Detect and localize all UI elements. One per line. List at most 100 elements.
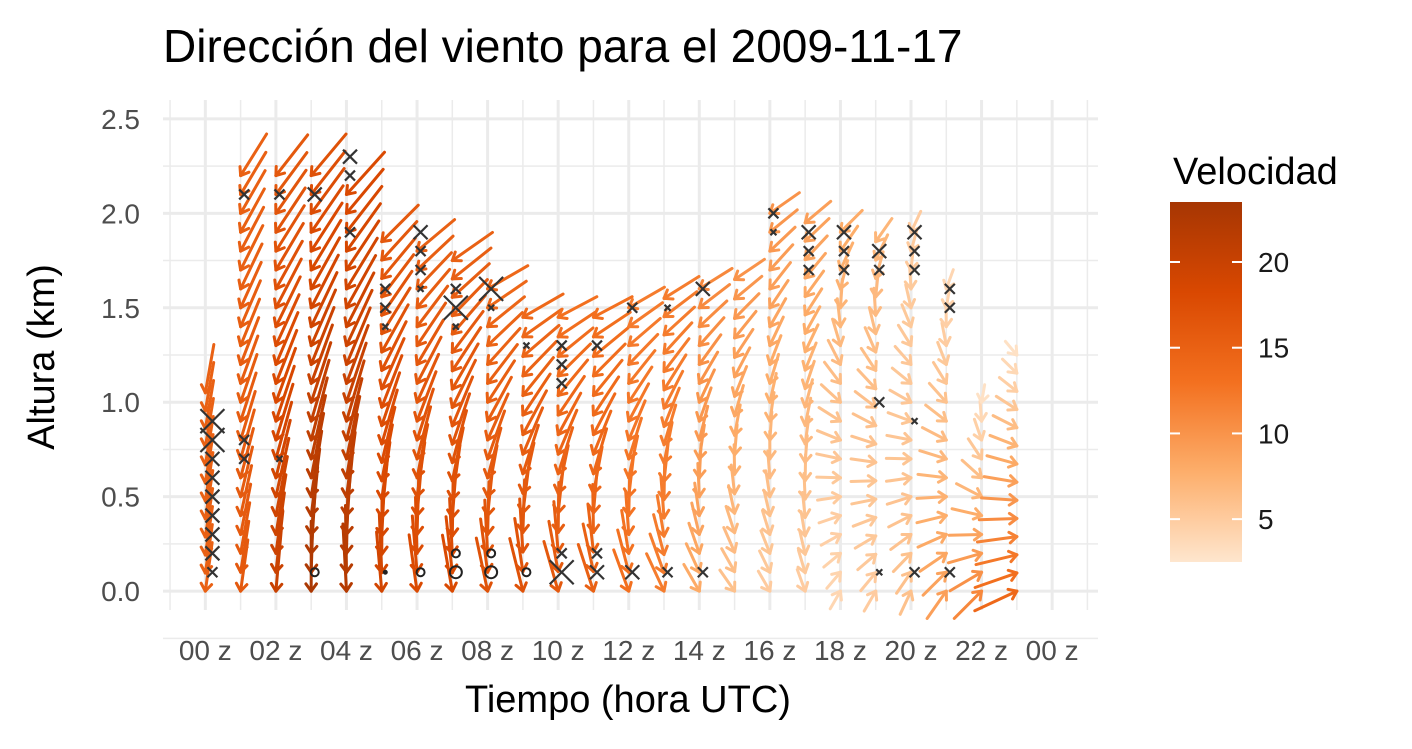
wind-arrow-head (837, 391, 842, 404)
wind-arrow-shaft (997, 376, 1019, 393)
wind-arrow (344, 236, 379, 291)
x-marker-stroke (836, 224, 852, 241)
wind-arrow (305, 411, 326, 480)
wind-arrow-shaft (274, 186, 307, 234)
wind-arrow-head (380, 274, 392, 280)
wind-arrow-head (829, 551, 842, 556)
wind-arrow (306, 394, 327, 461)
wind-arrow-head (344, 432, 355, 442)
wind-arrow-head (591, 429, 604, 437)
wind-arrow (849, 454, 878, 469)
wind-arrow-shaft (380, 371, 402, 428)
x-marker (199, 408, 226, 434)
x-marker-stroke (204, 469, 221, 486)
wind-arrow-shaft (627, 416, 643, 461)
wind-arrow-head (450, 348, 463, 354)
wind-arrow-shaft (521, 323, 561, 358)
wind-arrow-shaft (974, 553, 1019, 567)
wind-arrow-shaft (274, 418, 292, 480)
wind-arrow-head (697, 450, 708, 461)
wind-arrow-head (450, 455, 461, 465)
wind-arrow-shaft (309, 411, 326, 480)
wind-arrow-head (239, 320, 250, 329)
wind-arrow (661, 369, 685, 410)
wind-arrow-head (415, 470, 426, 480)
wind-arrow-shaft (380, 405, 397, 464)
wind-arrow (376, 423, 394, 483)
wind-arrow (343, 271, 376, 329)
wind-arrow-head (831, 470, 842, 480)
wind-arrow (767, 297, 788, 329)
wind-arrow-head (591, 447, 603, 456)
wind-arrow-head (415, 507, 425, 518)
wind-arrow-head (415, 414, 427, 423)
wind-arrow (626, 365, 654, 404)
wind-arrow (272, 311, 300, 366)
wind-arrow (851, 412, 878, 429)
wind-arrow-head (591, 372, 604, 378)
wind-arrow (376, 405, 397, 464)
wind-arrow-head (415, 304, 428, 310)
x-marker-stroke (944, 283, 956, 295)
wind-arrow (886, 411, 913, 426)
wind-arrow (732, 327, 755, 359)
x-tick-label: 06 z (391, 635, 444, 666)
wind-arrow-shaft (627, 316, 662, 348)
wind-arrow-head (521, 542, 530, 554)
wind-arrow-head (978, 467, 984, 480)
wind-arrow-shaft (591, 295, 634, 319)
wind-arrow-shaft (662, 275, 701, 300)
wind-arrow (950, 507, 984, 521)
wind-arrow (447, 426, 465, 483)
wind-arrow-head (274, 564, 284, 574)
wind-arrow-shaft (344, 219, 381, 272)
wind-arrow-head (486, 525, 495, 536)
wind-arrow-shaft (239, 242, 264, 291)
wind-arrow-head (380, 491, 390, 501)
x-marker (944, 566, 956, 579)
o-marker (415, 567, 426, 578)
wind-arrow-head (380, 473, 390, 483)
wind-arrow-head (768, 505, 775, 518)
wind-arrow-shaft (274, 491, 286, 555)
wind-arrow-shaft (862, 589, 878, 613)
wind-arrow (556, 342, 592, 378)
wind-arrow (341, 395, 362, 461)
wind-arrow-shaft (239, 501, 252, 555)
o-marker (486, 548, 497, 559)
x-marker (624, 564, 641, 581)
wind-arrow (885, 492, 913, 506)
wind-arrow (344, 219, 381, 272)
wind-arrow-shaft (344, 254, 378, 310)
wind-arrow (822, 551, 842, 569)
y-tick-label: 2.0 (101, 198, 140, 229)
wind-arrow-shaft (796, 548, 807, 575)
wind-arrow-head (415, 544, 424, 555)
wind-arrow-shaft (309, 376, 329, 442)
wind-arrow-shaft (849, 479, 878, 483)
wind-arrow-head (309, 376, 321, 385)
wind-arrow-head (980, 411, 988, 423)
wind-arrow-shaft (819, 383, 842, 404)
x-marker (908, 566, 921, 579)
y-tick-label: 0.5 (101, 482, 140, 513)
wind-arrow (309, 167, 346, 215)
dot-marker (382, 569, 388, 575)
wind-arrow-shaft (828, 589, 842, 611)
wind-arrow-head (768, 468, 777, 480)
wind-arrow-shaft (662, 305, 696, 337)
wind-arrow-shaft (274, 436, 291, 499)
wind-arrow-shaft (274, 346, 297, 404)
wind-arrow-head (870, 416, 878, 428)
wind-arrow (448, 375, 475, 428)
wind-arrow-head (450, 401, 462, 409)
wind-arrow-head (239, 583, 249, 593)
x-tick-label: 12 z (602, 635, 655, 666)
wind-arrow-shaft (768, 243, 795, 272)
x-marker-stroke (487, 303, 495, 312)
wind-arrow-head (768, 561, 773, 574)
wind-arrow-shaft (450, 309, 485, 354)
wind-arrow-head (274, 376, 285, 385)
wind-arrow-head (830, 511, 842, 518)
wind-arrow-head (380, 581, 388, 593)
